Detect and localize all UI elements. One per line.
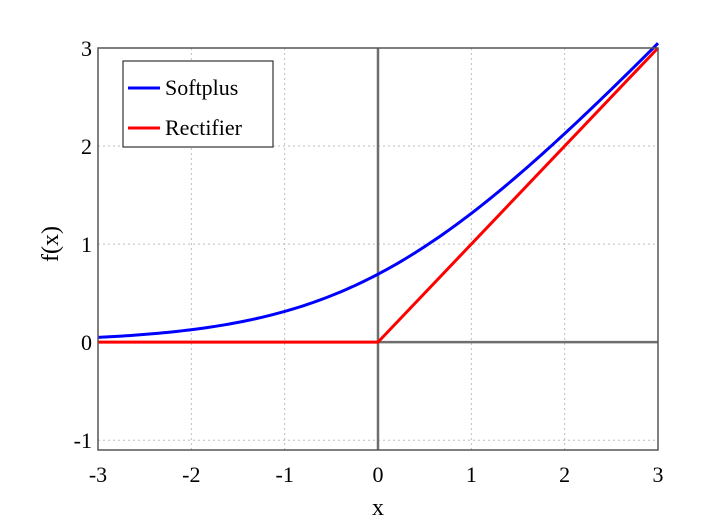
x-tick-label: 2 (559, 462, 570, 487)
legend-label-rectifier: Rectifier (165, 115, 243, 140)
x-tick-label: -3 (89, 462, 107, 487)
y-axis-label: f(x) (38, 226, 64, 262)
x-tick-label: 0 (373, 462, 384, 487)
y-tick-labels: -1 0 1 2 3 (74, 36, 92, 453)
series-line-rectifier (98, 46, 660, 344)
x-axis-label: x (372, 495, 384, 521)
y-tick-label: 0 (81, 330, 92, 355)
legend: Softplus Rectifier (122, 60, 274, 148)
y-tick-label: 1 (81, 232, 92, 257)
y-tick-label: 3 (81, 36, 92, 61)
series-lines (97, 42, 660, 344)
x-tick-label: 3 (653, 462, 664, 487)
y-tick-label: 2 (81, 134, 92, 159)
y-tick-label: -1 (74, 428, 92, 453)
x-tick-labels: -3 -2 -1 0 1 2 3 (89, 462, 664, 487)
legend-label-softplus: Softplus (165, 75, 238, 100)
x-tick-label: 1 (466, 462, 477, 487)
x-tick-label: -1 (276, 462, 294, 487)
x-tick-label: -2 (182, 462, 200, 487)
legend-box (122, 60, 274, 148)
plot-frame (97, 47, 659, 451)
series-line-softplus (97, 42, 660, 339)
